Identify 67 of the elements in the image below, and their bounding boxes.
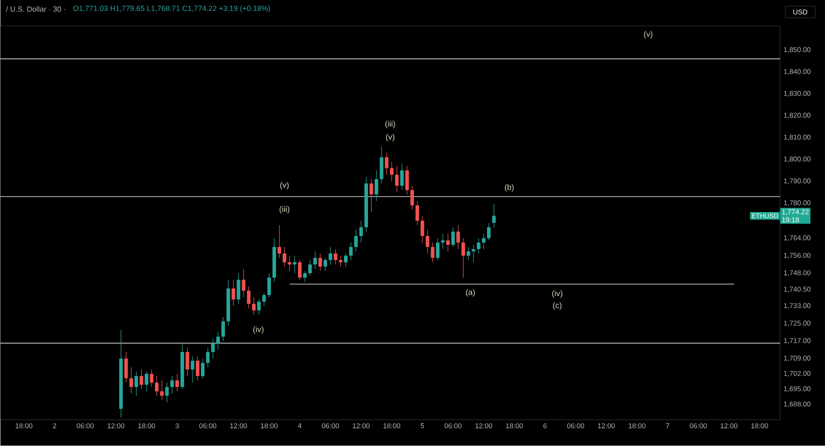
candlestick — [354, 229, 358, 252]
candlestick — [380, 146, 384, 184]
candlestick — [441, 234, 445, 250]
candlestick — [175, 374, 179, 392]
candlestick — [211, 338, 215, 359]
candlestick — [472, 244, 476, 263]
candlestick — [476, 238, 480, 254]
candlestick — [410, 185, 414, 210]
candlestick — [206, 347, 210, 368]
candlestick — [292, 256, 296, 274]
candlestick — [338, 256, 342, 268]
candlestick — [278, 224, 282, 258]
candlestick — [196, 356, 200, 381]
candlestick — [200, 358, 205, 379]
candlestick — [344, 253, 348, 268]
candlestick — [262, 292, 266, 306]
candlestick — [456, 224, 460, 250]
candlestick — [426, 229, 430, 254]
candlestick — [400, 164, 404, 190]
candlestick — [221, 316, 225, 342]
candlestick — [334, 248, 338, 265]
candlestick — [416, 200, 420, 226]
candlestick — [359, 220, 363, 243]
candlestick — [216, 332, 220, 350]
candlestick — [482, 234, 486, 250]
candlestick — [170, 376, 174, 394]
candlestick — [436, 238, 440, 260]
candlestick — [252, 297, 256, 316]
candlestick — [446, 234, 450, 252]
candlestick — [282, 246, 286, 268]
candlestick — [318, 253, 322, 272]
candlestick — [190, 356, 194, 383]
candlestick — [395, 166, 399, 193]
candlestick — [129, 367, 133, 394]
candlestick — [430, 242, 434, 263]
candlestick — [154, 376, 159, 396]
candlestick — [298, 260, 302, 280]
candlestick — [308, 260, 312, 276]
candlestick — [328, 246, 332, 265]
candlestick — [492, 204, 496, 228]
candlestick — [420, 216, 424, 243]
candlestick — [451, 227, 455, 248]
candlestick — [242, 268, 246, 298]
candlestick — [288, 256, 292, 272]
candlestick — [236, 273, 240, 304]
candlestick — [165, 382, 169, 403]
candlestick — [461, 238, 466, 278]
candlestick — [303, 270, 307, 282]
candlestick — [232, 280, 236, 306]
candlestick — [257, 299, 261, 316]
candlestick — [349, 242, 353, 260]
candlestick — [144, 371, 148, 392]
candlestick — [374, 170, 378, 202]
candlestick — [124, 352, 128, 383]
candlestick — [140, 369, 144, 390]
candlestick — [324, 258, 328, 272]
candlestick — [186, 347, 190, 376]
candlestick — [487, 222, 491, 241]
candlestick — [313, 251, 317, 270]
candlestick — [267, 273, 271, 298]
candlestick — [370, 178, 374, 212]
candlestick — [384, 152, 388, 176]
candlestick — [405, 166, 409, 195]
candlestick — [150, 369, 154, 388]
candlestick — [246, 286, 250, 309]
candlestick — [390, 161, 394, 182]
candlestick — [134, 371, 138, 396]
